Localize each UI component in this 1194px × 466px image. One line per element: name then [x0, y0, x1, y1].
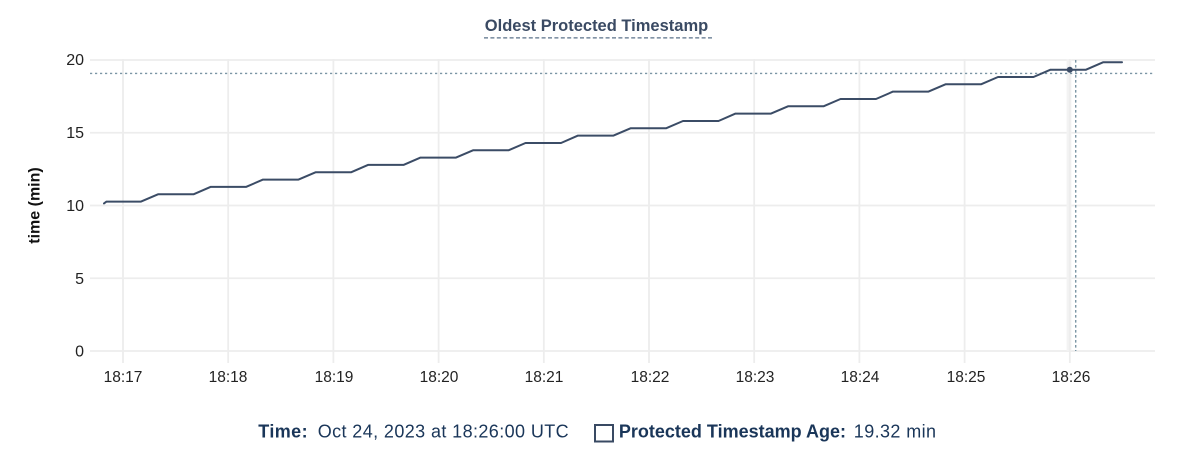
svg-text:Oldest Protected Timestamp: Oldest Protected Timestamp: [485, 17, 708, 35]
svg-text:20: 20: [66, 52, 84, 69]
svg-text:18:17: 18:17: [104, 369, 143, 386]
svg-text:5: 5: [75, 271, 84, 288]
svg-text:15: 15: [66, 125, 84, 142]
svg-text:18:23: 18:23: [736, 369, 775, 386]
svg-text:18:25: 18:25: [947, 369, 986, 386]
svg-text:Protected Timestamp Age:: Protected Timestamp Age:: [619, 422, 846, 442]
svg-text:0: 0: [75, 344, 84, 361]
svg-text:18:24: 18:24: [841, 369, 880, 386]
svg-text:19.32 min: 19.32 min: [854, 422, 937, 442]
svg-text:10: 10: [66, 198, 84, 215]
svg-text:18:18: 18:18: [209, 369, 248, 386]
svg-text:18:20: 18:20: [420, 369, 459, 386]
svg-text:Time:: Time:: [258, 422, 308, 442]
svg-text:time (min): time (min): [27, 167, 44, 243]
svg-text:18:26: 18:26: [1052, 369, 1091, 386]
svg-text:18:19: 18:19: [315, 369, 354, 386]
svg-text:18:21: 18:21: [525, 369, 564, 386]
svg-text:Oct 24, 2023 at 18:26:00 UTC: Oct 24, 2023 at 18:26:00 UTC: [318, 422, 569, 442]
svg-text:18:22: 18:22: [631, 369, 670, 386]
